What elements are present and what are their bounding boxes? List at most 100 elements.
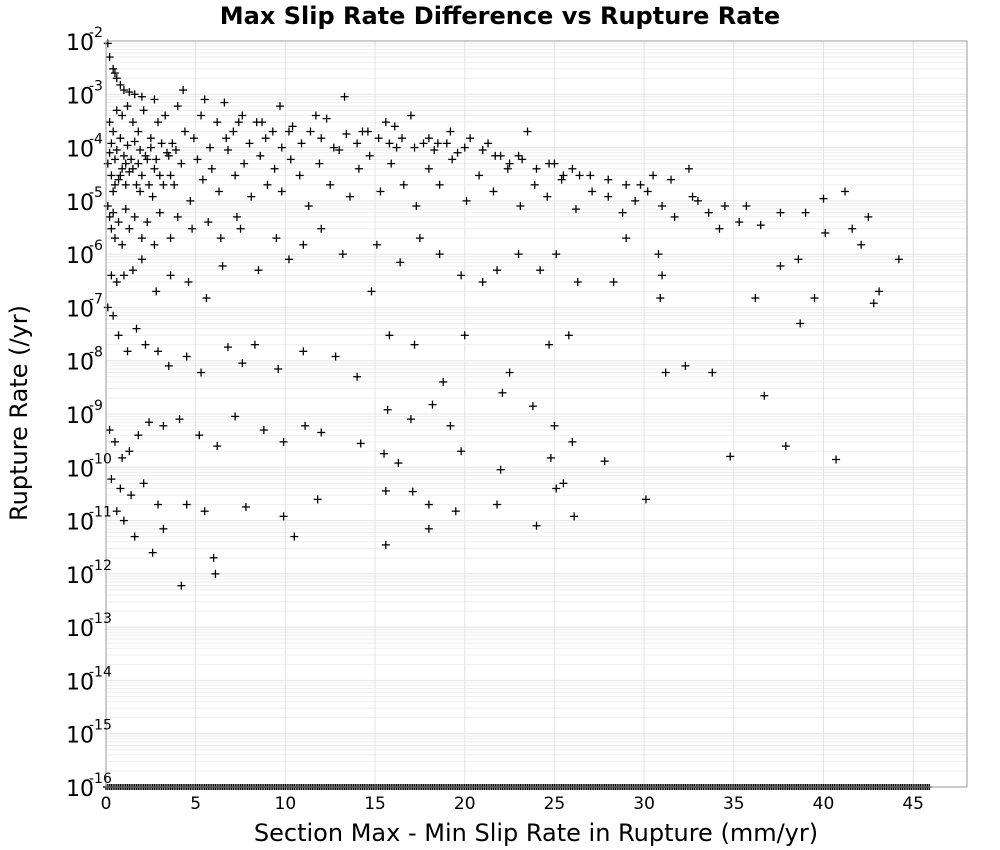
data-point bbox=[189, 134, 198, 143]
data-point bbox=[105, 426, 114, 435]
data-point bbox=[112, 146, 121, 155]
data-point bbox=[751, 294, 760, 303]
data-point bbox=[313, 495, 322, 504]
data-point bbox=[609, 278, 618, 287]
y-tick-exponent: -4 bbox=[89, 132, 103, 148]
data-point bbox=[518, 155, 527, 164]
data-point bbox=[643, 187, 652, 196]
data-point bbox=[523, 127, 532, 136]
data-point bbox=[428, 400, 437, 409]
data-point bbox=[130, 137, 139, 146]
data-point bbox=[681, 361, 690, 370]
data-point bbox=[819, 194, 828, 203]
data-point bbox=[424, 164, 433, 173]
data-point bbox=[145, 418, 154, 427]
data-point bbox=[231, 171, 240, 180]
data-point bbox=[821, 228, 830, 237]
data-point bbox=[894, 255, 903, 264]
y-tick-label: 10-7 bbox=[66, 291, 103, 322]
data-point bbox=[704, 208, 713, 217]
data-point bbox=[570, 512, 579, 521]
data-point bbox=[552, 250, 561, 259]
data-point bbox=[475, 171, 484, 180]
data-point bbox=[661, 368, 670, 377]
data-point bbox=[119, 86, 128, 95]
data-point bbox=[254, 266, 263, 275]
data-point bbox=[128, 118, 137, 127]
data-point bbox=[528, 402, 537, 411]
data-point bbox=[435, 180, 444, 189]
data-point bbox=[756, 221, 765, 230]
data-point bbox=[118, 111, 127, 120]
data-point bbox=[177, 159, 186, 168]
y-tick-base: 10 bbox=[66, 777, 94, 802]
data-point bbox=[390, 122, 399, 131]
y-tick-base: 10 bbox=[66, 724, 94, 749]
data-point bbox=[781, 442, 790, 451]
data-point bbox=[145, 180, 154, 189]
data-point bbox=[433, 139, 442, 148]
data-point bbox=[575, 171, 584, 180]
data-point bbox=[277, 143, 286, 152]
data-point bbox=[259, 426, 268, 435]
data-point bbox=[130, 90, 139, 99]
data-point bbox=[118, 164, 127, 173]
data-point bbox=[568, 164, 577, 173]
data-point bbox=[385, 139, 394, 148]
data-point bbox=[356, 439, 365, 448]
data-point bbox=[164, 361, 173, 370]
y-tick-base: 10 bbox=[66, 297, 94, 322]
data-point bbox=[412, 202, 421, 211]
y-tick-label: 10-6 bbox=[66, 238, 103, 269]
data-point bbox=[209, 553, 218, 562]
data-point bbox=[301, 421, 310, 430]
y-tick-base: 10 bbox=[66, 617, 94, 642]
data-point bbox=[552, 484, 561, 493]
data-point bbox=[557, 175, 566, 184]
data-point bbox=[110, 155, 119, 164]
y-tick-exponent: -9 bbox=[89, 398, 103, 414]
data-point bbox=[466, 134, 475, 143]
y-tick-exponent: -13 bbox=[89, 611, 112, 627]
data-point bbox=[415, 234, 424, 243]
data-point bbox=[166, 271, 175, 280]
y-tick-exponent: -8 bbox=[89, 345, 103, 361]
data-point bbox=[489, 187, 498, 196]
data-point bbox=[354, 164, 363, 173]
data-point bbox=[279, 437, 288, 446]
data-point bbox=[857, 240, 866, 249]
data-point bbox=[150, 164, 159, 173]
data-point bbox=[109, 208, 118, 217]
data-point bbox=[107, 171, 116, 180]
data-point bbox=[103, 303, 112, 312]
data-point bbox=[550, 421, 559, 430]
data-point bbox=[559, 171, 568, 180]
data-point bbox=[801, 208, 810, 217]
data-point bbox=[367, 287, 376, 296]
data-point bbox=[150, 95, 159, 104]
y-tick-label: 10-2 bbox=[66, 25, 103, 56]
y-tick-base: 10 bbox=[66, 457, 94, 482]
data-point bbox=[875, 287, 884, 296]
y-tick-base: 10 bbox=[66, 564, 94, 589]
data-point bbox=[132, 324, 141, 333]
data-point bbox=[446, 421, 455, 430]
data-point bbox=[530, 180, 539, 189]
data-point bbox=[231, 412, 240, 421]
data-point bbox=[141, 340, 150, 349]
data-point bbox=[331, 352, 340, 361]
grid bbox=[105, 40, 967, 788]
data-point bbox=[119, 516, 128, 525]
data-point bbox=[256, 151, 265, 160]
data-point bbox=[220, 98, 229, 107]
data-point bbox=[462, 196, 471, 205]
data-point bbox=[284, 255, 293, 264]
y-tick-label: 10-10 bbox=[66, 451, 112, 482]
data-point bbox=[114, 175, 123, 184]
data-point bbox=[353, 139, 362, 148]
y-tick-label: 10-3 bbox=[66, 78, 103, 109]
data-point bbox=[184, 278, 193, 287]
data-point bbox=[110, 234, 119, 243]
data-point bbox=[275, 102, 284, 111]
data-point bbox=[261, 134, 270, 143]
